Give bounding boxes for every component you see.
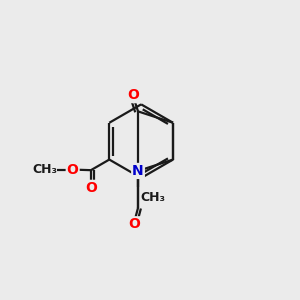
Text: N: N: [132, 164, 144, 178]
Text: O: O: [67, 163, 79, 177]
Text: O: O: [85, 181, 97, 195]
Text: O: O: [127, 88, 139, 102]
Text: CH₃: CH₃: [32, 163, 57, 176]
Text: CH₃: CH₃: [140, 191, 165, 204]
Text: O: O: [128, 217, 140, 231]
